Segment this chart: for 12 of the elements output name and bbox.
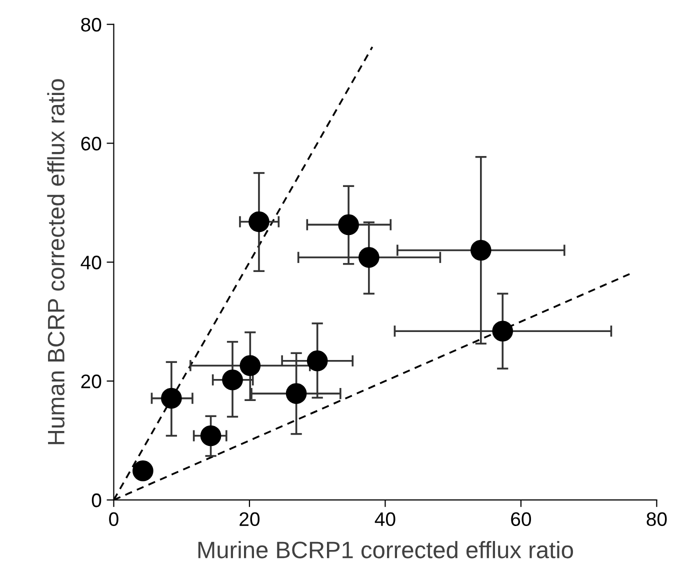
y-tick-label: 60 xyxy=(81,136,102,150)
x-axis-title: Murine BCRP1 corrected efflux ratio xyxy=(198,541,573,558)
x-tick-label: 60 xyxy=(511,512,532,526)
y-tick-label: 40 xyxy=(80,256,102,270)
x-tick-label: 20 xyxy=(240,512,260,526)
y-axis-title: Human BCRP corrected efflux ratio xyxy=(47,79,65,444)
x-tick-label: 40 xyxy=(374,512,396,526)
x-tick-label: 80 xyxy=(646,512,667,526)
y-tick-label: 20 xyxy=(81,374,102,388)
x-tick-label: 0 xyxy=(109,512,118,526)
y-tick-label: 80 xyxy=(81,18,102,32)
y-tick-label: 0 xyxy=(92,493,102,508)
